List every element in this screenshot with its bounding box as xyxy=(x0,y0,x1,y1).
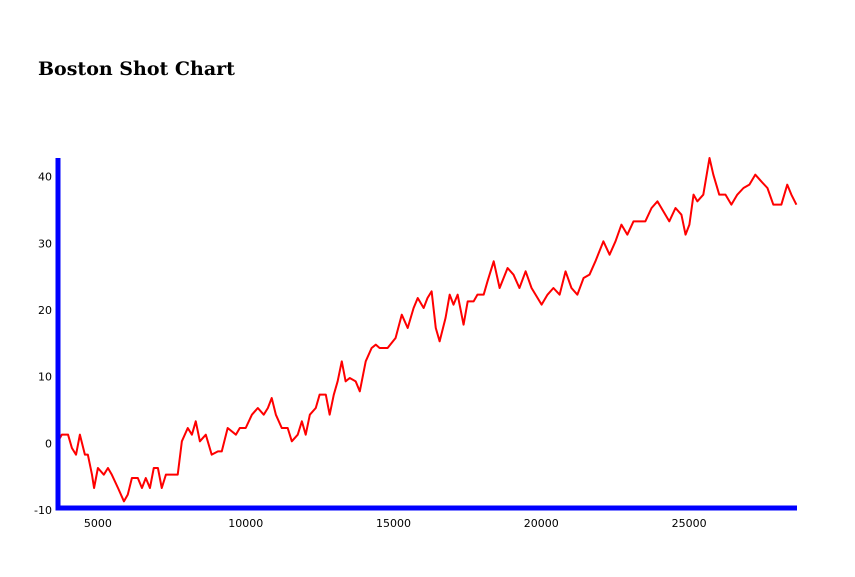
y-tick-label: 10 xyxy=(38,371,52,384)
x-tick-label: 25000 xyxy=(672,517,707,530)
y-tick-label: -10 xyxy=(34,504,52,517)
x-tick-label: 10000 xyxy=(228,517,263,530)
y-tick-label: 20 xyxy=(38,304,52,317)
chart-title: Boston Shot Chart xyxy=(38,58,235,80)
x-tick-label: 5000 xyxy=(84,517,112,530)
x-tick-label: 15000 xyxy=(376,517,411,530)
y-tick-label: 0 xyxy=(45,437,52,450)
y-tick-label: 40 xyxy=(38,171,52,184)
data-line xyxy=(57,157,798,503)
x-tick-label: 20000 xyxy=(524,517,559,530)
y-tick-label: 30 xyxy=(38,237,52,250)
